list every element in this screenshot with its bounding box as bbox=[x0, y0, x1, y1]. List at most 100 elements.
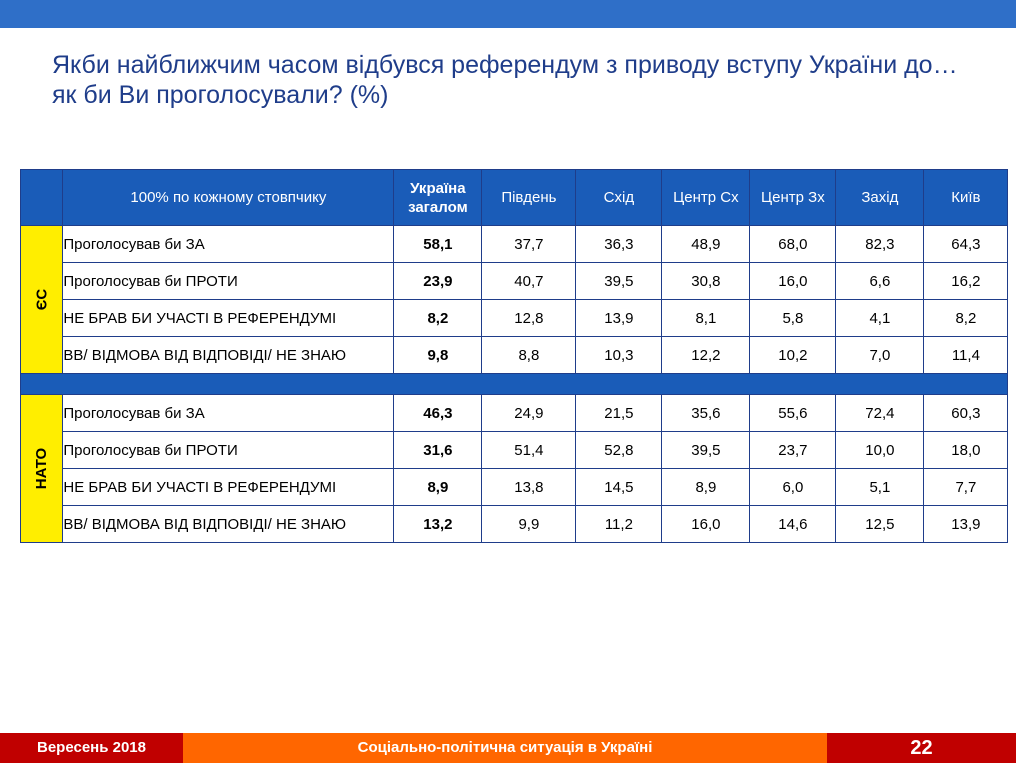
table-row: ЄС Проголосував би ЗА 58,1 37,7 36,3 48,9 68,0… bbox=[19, 225, 1009, 374]
row-label: Проголосував би ПРОТИ bbox=[62, 431, 395, 469]
header-region: Київ bbox=[923, 169, 1009, 226]
value-cell: 52,8 bbox=[575, 431, 663, 469]
group-label-cell: ЄС bbox=[19, 225, 64, 374]
value-cell: 11,4 bbox=[923, 336, 1009, 374]
value-cell: 13,9 bbox=[575, 299, 663, 337]
top-bar bbox=[0, 0, 1016, 28]
footer-date: Вересень 2018 bbox=[0, 733, 183, 763]
group-label: НАТО bbox=[33, 447, 51, 490]
value-cell: 12,2 bbox=[661, 336, 751, 374]
value-cell: 6,6 bbox=[835, 262, 925, 300]
value-cell: 12,8 bbox=[481, 299, 577, 337]
table-row: НЕ БРАВ БИ УЧАСТІ В РЕФЕРЕНДУМІ 8,2 12,8 13… bbox=[21, 299, 1009, 337]
row-label: НЕ БРАВ БИ УЧАСТІ В РЕФЕРЕНДУМІ bbox=[62, 299, 395, 337]
group-label-cell: НАТО bbox=[19, 394, 64, 543]
value-cell: 30,8 bbox=[661, 262, 751, 300]
value-cell: 14,6 bbox=[749, 505, 837, 543]
row-label: НЕ БРАВ БИ УЧАСТІ В РЕФЕРЕНДУМІ bbox=[62, 468, 395, 506]
total-cell: 23,9 bbox=[393, 262, 483, 300]
value-cell: 39,5 bbox=[575, 262, 663, 300]
row-label: ВВ/ ВІДМОВА ВІД ВІДПОВІДІ/ НЕ ЗНАЮ bbox=[62, 505, 395, 543]
title-line-2: як би Ви проголосували? (%) bbox=[52, 81, 389, 109]
table-row: ВВ/ ВІДМОВА ВІД ВІДПОВІДІ/ НЕ ЗНАЮ 13,2 9,… bbox=[21, 505, 1009, 543]
value-cell: 72,4 bbox=[835, 394, 925, 432]
value-cell: 6,0 bbox=[749, 468, 837, 506]
value-cell: 7,7 bbox=[923, 468, 1009, 506]
header-region: Центр Сх bbox=[661, 169, 751, 226]
value-cell: 21,5 bbox=[575, 394, 663, 432]
header-region: Захід bbox=[835, 169, 925, 226]
header-total: Україна загалом bbox=[393, 169, 483, 226]
page-number: 22 bbox=[827, 733, 1016, 763]
value-cell: 8,8 bbox=[481, 336, 577, 374]
value-cell: 23,7 bbox=[749, 431, 837, 469]
total-cell: 8,2 bbox=[393, 299, 483, 337]
value-cell: 48,9 bbox=[661, 225, 751, 263]
survey-table: 100% по кожному стовпчику Україна загало… bbox=[19, 169, 1009, 543]
table-row: НЕ БРАВ БИ УЧАСТІ В РЕФЕРЕНДУМІ 8,9 13,8 14… bbox=[21, 468, 1009, 506]
group-label: ЄС bbox=[33, 288, 51, 311]
separator-row bbox=[19, 373, 1009, 395]
row-label: ВВ/ ВІДМОВА ВІД ВІДПОВІДІ/ НЕ ЗНАЮ bbox=[62, 336, 395, 374]
header-region: Схід bbox=[575, 169, 663, 226]
value-cell: 16,2 bbox=[923, 262, 1009, 300]
value-cell: 35,6 bbox=[661, 394, 751, 432]
total-cell: 8,9 bbox=[393, 468, 483, 506]
value-cell: 16,0 bbox=[661, 505, 751, 543]
value-cell: 37,7 bbox=[481, 225, 577, 263]
value-cell: 60,3 bbox=[923, 394, 1009, 432]
total-cell: 9,8 bbox=[393, 336, 483, 374]
value-cell: 5,8 bbox=[749, 299, 837, 337]
value-cell: 8,2 bbox=[923, 299, 1009, 337]
header-total-line-1: Україна bbox=[410, 179, 466, 197]
value-cell: 10,3 bbox=[575, 336, 663, 374]
value-cell: 82,3 bbox=[835, 225, 925, 263]
header-region: Центр Зх bbox=[749, 169, 837, 226]
value-cell: 64,3 bbox=[923, 225, 1009, 263]
value-cell: 39,5 bbox=[661, 431, 751, 469]
title-line-1: Якби найближчим часом відбувся референду… bbox=[52, 51, 958, 79]
row-label: Проголосував би ЗА bbox=[62, 394, 395, 432]
value-cell: 24,9 bbox=[481, 394, 577, 432]
value-cell: 10,0 bbox=[835, 431, 925, 469]
slide-title: Якби найближчим часом відбувся референду… bbox=[52, 50, 992, 110]
footer: Вересень 2018 Соціально-політична ситуац… bbox=[0, 733, 1016, 763]
table-row: НАТО Проголосував би ЗА 46,3 24,9 21,5 35,6 55… bbox=[19, 394, 1009, 543]
value-cell: 13,9 bbox=[923, 505, 1009, 543]
value-cell: 68,0 bbox=[749, 225, 837, 263]
value-cell: 10,2 bbox=[749, 336, 837, 374]
header-region: Південь bbox=[481, 169, 577, 226]
value-cell: 11,2 bbox=[575, 505, 663, 543]
value-cell: 36,3 bbox=[575, 225, 663, 263]
total-cell: 46,3 bbox=[393, 394, 483, 432]
table-row: Проголосував би ПРОТИ 31,6 51,4 52,8 39,5 23,… bbox=[21, 431, 1009, 469]
group-separator bbox=[19, 373, 1009, 395]
row-label: Проголосував би ПРОТИ bbox=[62, 262, 395, 300]
value-cell: 8,1 bbox=[661, 299, 751, 337]
group-nato: НАТО Проголосував би ЗА 46,3 24,9 21,5 35,6 55… bbox=[19, 394, 1009, 543]
value-cell: 14,5 bbox=[575, 468, 663, 506]
group-eu: ЄС Проголосував би ЗА 58,1 37,7 36,3 48,9 68,0… bbox=[19, 225, 1009, 374]
value-cell: 18,0 bbox=[923, 431, 1009, 469]
value-cell: 8,9 bbox=[661, 468, 751, 506]
total-cell: 31,6 bbox=[393, 431, 483, 469]
value-cell: 5,1 bbox=[835, 468, 925, 506]
value-cell: 4,1 bbox=[835, 299, 925, 337]
value-cell: 51,4 bbox=[481, 431, 577, 469]
header-total-line-2: загалом bbox=[408, 198, 468, 216]
value-cell: 9,9 bbox=[481, 505, 577, 543]
table-header-row: 100% по кожному стовпчику Україна загало… bbox=[19, 169, 1009, 226]
footer-subtitle: Соціально-політична ситуація в Україні bbox=[183, 733, 827, 763]
value-cell: 12,5 bbox=[835, 505, 925, 543]
value-cell: 55,6 bbox=[749, 394, 837, 432]
header-corner-cell bbox=[19, 169, 64, 226]
header-label: 100% по кожному стовпчику bbox=[62, 169, 395, 226]
total-cell: 13,2 bbox=[393, 505, 483, 543]
value-cell: 16,0 bbox=[749, 262, 837, 300]
row-label: Проголосував би ЗА bbox=[62, 225, 395, 263]
value-cell: 13,8 bbox=[481, 468, 577, 506]
value-cell: 7,0 bbox=[835, 336, 925, 374]
table-row: ВВ/ ВІДМОВА ВІД ВІДПОВІДІ/ НЕ ЗНАЮ 9,8 8,8… bbox=[21, 336, 1009, 374]
table-row: Проголосував би ПРОТИ 23,9 40,7 39,5 30,8 16,… bbox=[21, 262, 1009, 300]
total-cell: 58,1 bbox=[393, 225, 483, 263]
